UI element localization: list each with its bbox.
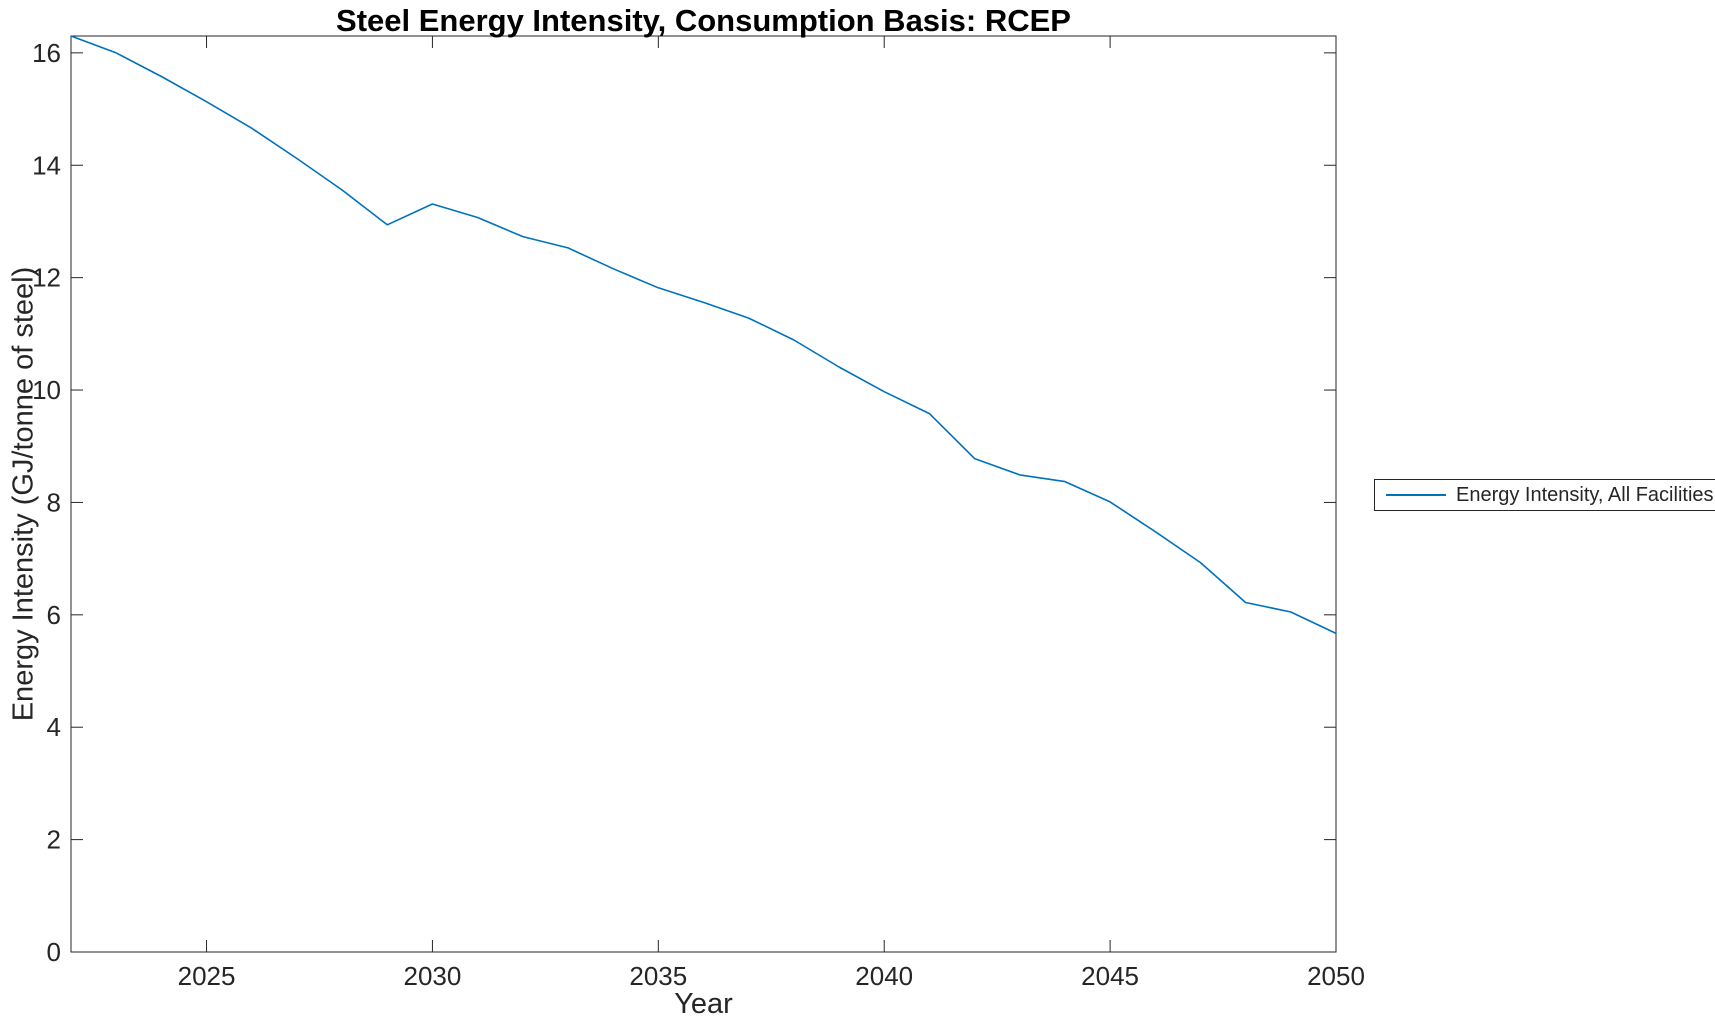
energy-intensity-line — [70, 35, 1337, 635]
svg-text:10: 10 — [32, 375, 61, 405]
svg-text:2030: 2030 — [404, 961, 462, 991]
svg-text:0: 0 — [47, 937, 61, 967]
svg-text:2040: 2040 — [855, 961, 913, 991]
y-axis-ticks — [71, 52, 1336, 953]
y-axis-label: Energy Intensity (GJ/tonne of steel) — [7, 266, 40, 722]
chart-title: Steel Energy Intensity, Consumption Basi… — [336, 3, 1071, 38]
svg-text:2025: 2025 — [178, 961, 236, 991]
x-axis-ticks — [206, 36, 1337, 952]
svg-text:16: 16 — [32, 38, 61, 68]
svg-text:2035: 2035 — [629, 961, 687, 991]
svg-text:14: 14 — [32, 150, 61, 180]
svg-text:2: 2 — [47, 825, 61, 855]
svg-text:2050: 2050 — [1307, 961, 1365, 991]
legend-entry-label: Energy Intensity, All Facilities — [1456, 483, 1714, 506]
svg-text:6: 6 — [47, 600, 61, 630]
svg-text:12: 12 — [32, 263, 61, 293]
svg-text:4: 4 — [47, 712, 61, 742]
x-axis-tick-labels: 2025 2030 2035 2040 2045 2050 — [178, 961, 1365, 991]
plot-area-border — [70, 35, 1337, 953]
svg-text:2045: 2045 — [1081, 961, 1139, 991]
y-axis-tick-labels: 0 2 4 6 8 10 12 14 16 — [32, 38, 61, 967]
legend-box: Energy Intensity, All Facilities — [1374, 479, 1715, 511]
x-axis-label: Year — [674, 988, 733, 1020]
legend-line-sample-icon — [1386, 494, 1446, 496]
svg-text:8: 8 — [47, 487, 61, 517]
